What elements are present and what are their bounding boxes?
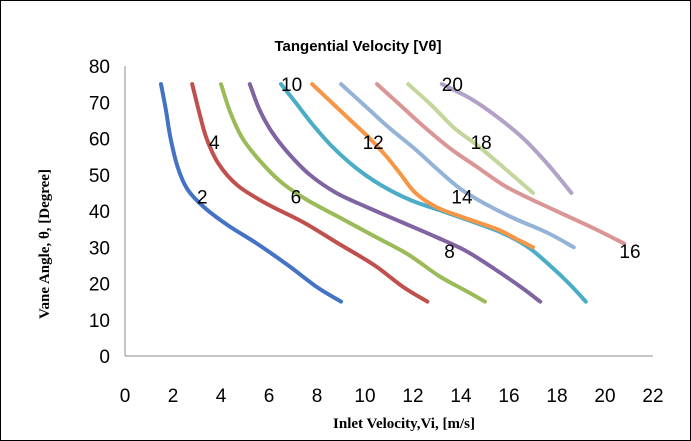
- y-tick-label: 40: [89, 202, 110, 223]
- chart-title: Tangential Velocity [Vθ]: [274, 38, 441, 55]
- series-label-2: 2: [197, 188, 208, 209]
- x-tick-label: 22: [642, 386, 663, 407]
- x-tick-label: 6: [264, 386, 275, 407]
- y-tick-label: 70: [89, 93, 110, 114]
- series-label-4: 4: [209, 133, 220, 154]
- series-line-20: [439, 82, 574, 195]
- series-line-14: [339, 82, 576, 250]
- y-tick-label: 0: [99, 347, 110, 368]
- x-tick-label: 8: [312, 386, 323, 407]
- x-axis-title: Inlet Velocity,Vi, [m/s]: [333, 416, 475, 432]
- series-line-12: [310, 82, 535, 250]
- x-tick-label: 10: [354, 386, 375, 407]
- series-line-10: [279, 82, 588, 304]
- x-tick-label: 0: [120, 386, 131, 407]
- series-label-14: 14: [451, 188, 473, 209]
- y-tick-label: 30: [89, 238, 110, 259]
- x-tick-label: 18: [546, 386, 567, 407]
- x-tick-label: 14: [450, 386, 472, 407]
- y-tick-label: 10: [89, 311, 110, 332]
- series-label-6: 6: [291, 188, 302, 209]
- x-tick-label: 12: [402, 386, 423, 407]
- y-axis-title: Vane Angle, θ, [Degree]: [37, 169, 53, 319]
- series-line-4: [190, 82, 430, 304]
- series-label-10: 10: [281, 75, 302, 96]
- y-tick-label: 80: [89, 57, 110, 78]
- x-tick-label: 20: [594, 386, 615, 407]
- plot-area: [159, 82, 627, 304]
- x-tick-label: 16: [498, 386, 519, 407]
- x-tick-label: 4: [216, 386, 227, 407]
- series-line-8: [247, 82, 543, 304]
- series-label-12: 12: [363, 133, 384, 154]
- series-label-18: 18: [471, 133, 492, 154]
- y-tick-label: 20: [89, 275, 110, 296]
- series-line-16: [375, 82, 627, 246]
- series-line-6: [219, 82, 487, 304]
- y-tick-label: 50: [89, 166, 110, 187]
- series-line-18: [406, 82, 535, 195]
- y-tick-label: 60: [89, 130, 110, 151]
- series-labels: 2 4 6 8 10 12 14 16 18 20: [197, 75, 641, 263]
- series-label-16: 16: [619, 242, 640, 263]
- series-label-20: 20: [442, 75, 463, 96]
- series-line-2: [159, 82, 343, 304]
- x-tick-label: 2: [168, 386, 179, 407]
- series-label-8: 8: [444, 242, 455, 263]
